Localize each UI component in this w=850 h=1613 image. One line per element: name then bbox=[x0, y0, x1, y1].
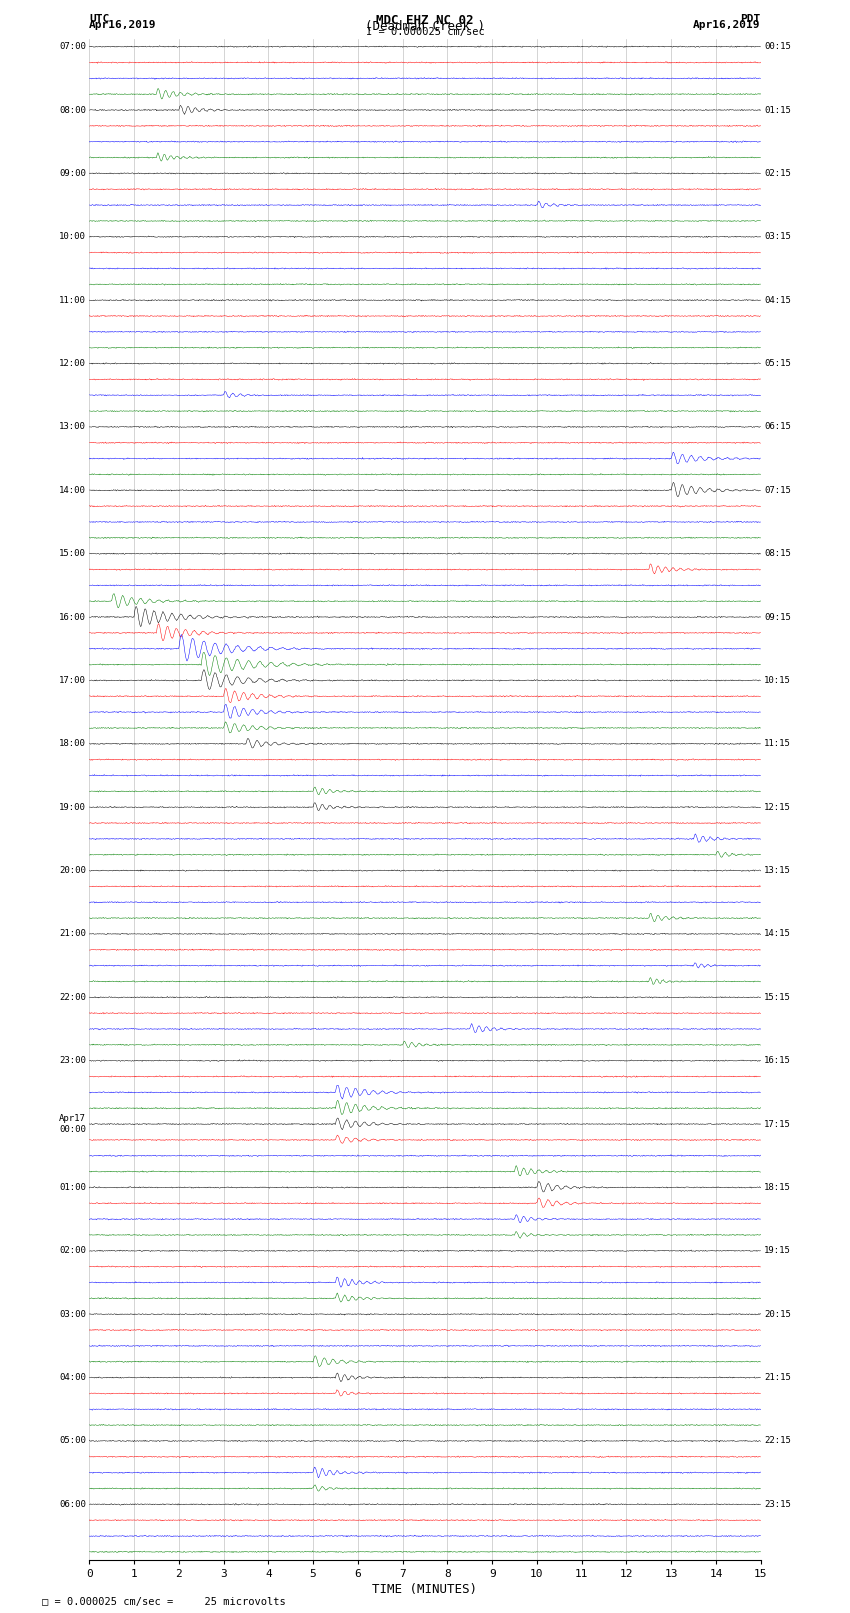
Text: 00:15: 00:15 bbox=[764, 42, 791, 52]
Text: 05:15: 05:15 bbox=[764, 360, 791, 368]
Text: 02:00: 02:00 bbox=[59, 1247, 86, 1255]
Text: (Deadman Creek ): (Deadman Creek ) bbox=[365, 19, 485, 34]
Text: 13:15: 13:15 bbox=[764, 866, 791, 874]
Text: 06:00: 06:00 bbox=[59, 1500, 86, 1508]
Text: 17:00: 17:00 bbox=[59, 676, 86, 686]
Text: 07:15: 07:15 bbox=[764, 486, 791, 495]
Text: Apr17
00:00: Apr17 00:00 bbox=[59, 1115, 86, 1134]
Text: 03:15: 03:15 bbox=[764, 232, 791, 242]
Text: 12:00: 12:00 bbox=[59, 360, 86, 368]
Text: □ = 0.000025 cm/sec =     25 microvolts: □ = 0.000025 cm/sec = 25 microvolts bbox=[42, 1597, 286, 1607]
Text: 23:00: 23:00 bbox=[59, 1057, 86, 1065]
Text: MDC EHZ NC 02: MDC EHZ NC 02 bbox=[377, 13, 473, 27]
Text: 12:15: 12:15 bbox=[764, 803, 791, 811]
Text: 06:15: 06:15 bbox=[764, 423, 791, 431]
Text: 13:00: 13:00 bbox=[59, 423, 86, 431]
Text: 20:15: 20:15 bbox=[764, 1310, 791, 1319]
Text: PDT: PDT bbox=[740, 13, 761, 24]
Text: UTC: UTC bbox=[89, 13, 110, 24]
Text: 23:15: 23:15 bbox=[764, 1500, 791, 1508]
Text: 08:15: 08:15 bbox=[764, 548, 791, 558]
Text: 11:00: 11:00 bbox=[59, 295, 86, 305]
X-axis label: TIME (MINUTES): TIME (MINUTES) bbox=[372, 1582, 478, 1595]
Text: 04:15: 04:15 bbox=[764, 295, 791, 305]
Text: 19:15: 19:15 bbox=[764, 1247, 791, 1255]
Text: 20:00: 20:00 bbox=[59, 866, 86, 874]
Text: 22:15: 22:15 bbox=[764, 1437, 791, 1445]
Text: 01:15: 01:15 bbox=[764, 105, 791, 115]
Text: 14:00: 14:00 bbox=[59, 486, 86, 495]
Text: 10:00: 10:00 bbox=[59, 232, 86, 242]
Text: 01:00: 01:00 bbox=[59, 1182, 86, 1192]
Text: 02:15: 02:15 bbox=[764, 169, 791, 177]
Text: 22:00: 22:00 bbox=[59, 992, 86, 1002]
Text: 03:00: 03:00 bbox=[59, 1310, 86, 1319]
Text: 05:00: 05:00 bbox=[59, 1437, 86, 1445]
Text: 09:00: 09:00 bbox=[59, 169, 86, 177]
Text: 08:00: 08:00 bbox=[59, 105, 86, 115]
Text: 14:15: 14:15 bbox=[764, 929, 791, 939]
Text: Apr16,2019: Apr16,2019 bbox=[89, 19, 156, 31]
Text: 07:00: 07:00 bbox=[59, 42, 86, 52]
Text: 11:15: 11:15 bbox=[764, 739, 791, 748]
Text: 19:00: 19:00 bbox=[59, 803, 86, 811]
Text: 16:15: 16:15 bbox=[764, 1057, 791, 1065]
Text: 21:00: 21:00 bbox=[59, 929, 86, 939]
Text: Apr16,2019: Apr16,2019 bbox=[694, 19, 761, 31]
Text: 04:00: 04:00 bbox=[59, 1373, 86, 1382]
Text: 10:15: 10:15 bbox=[764, 676, 791, 686]
Text: 16:00: 16:00 bbox=[59, 613, 86, 621]
Text: 09:15: 09:15 bbox=[764, 613, 791, 621]
Text: 17:15: 17:15 bbox=[764, 1119, 791, 1129]
Text: 21:15: 21:15 bbox=[764, 1373, 791, 1382]
Text: 15:15: 15:15 bbox=[764, 992, 791, 1002]
Text: I = 0.000025 cm/sec: I = 0.000025 cm/sec bbox=[366, 26, 484, 37]
Text: 18:15: 18:15 bbox=[764, 1182, 791, 1192]
Text: 15:00: 15:00 bbox=[59, 548, 86, 558]
Text: 18:00: 18:00 bbox=[59, 739, 86, 748]
